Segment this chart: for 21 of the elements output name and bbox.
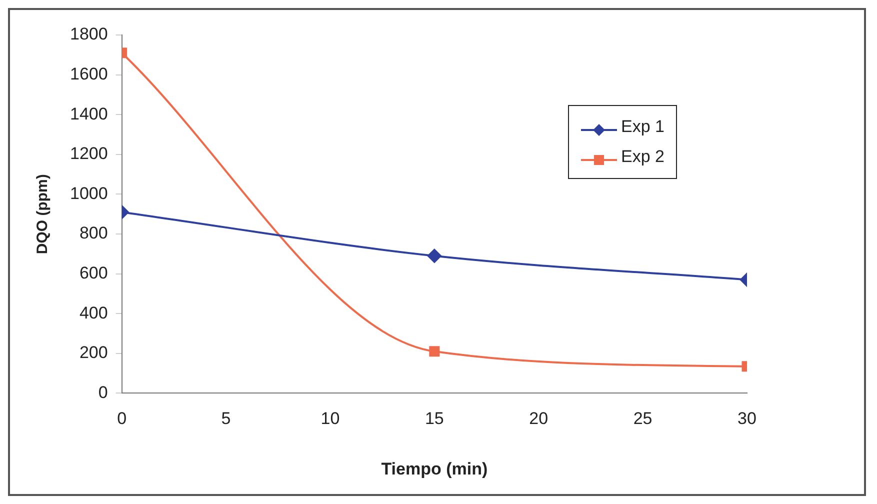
x-tick-label: 10 [320,409,340,428]
y-tick-label: 1600 [70,64,108,84]
x-tick-label: 30 [738,409,756,428]
legend-label: Exp 1 [621,117,664,137]
y-axis-title: DQO (ppm) [34,174,52,254]
y-tick-label: 600 [79,263,108,282]
x-axis-title: Tiempo (min) [381,459,488,478]
y-tick-label: 1200 [70,144,108,164]
y-tick-label: 400 [79,303,108,322]
y-tick-label: 200 [79,343,108,362]
y-tick-label: 1800 [70,24,108,44]
x-tick-label: 25 [633,409,652,428]
y-tick-label: 800 [79,224,108,243]
x-tick-label: 0 [117,409,127,428]
y-tick-label: 1400 [70,104,108,124]
y-tick-label: 1000 [70,184,108,203]
y-tick-label: 0 [98,382,108,402]
x-tick-label: 5 [221,409,231,428]
legend-label: Exp 2 [621,147,664,167]
x-tick-label: 20 [529,409,548,428]
x-tick-label: 15 [424,409,444,428]
